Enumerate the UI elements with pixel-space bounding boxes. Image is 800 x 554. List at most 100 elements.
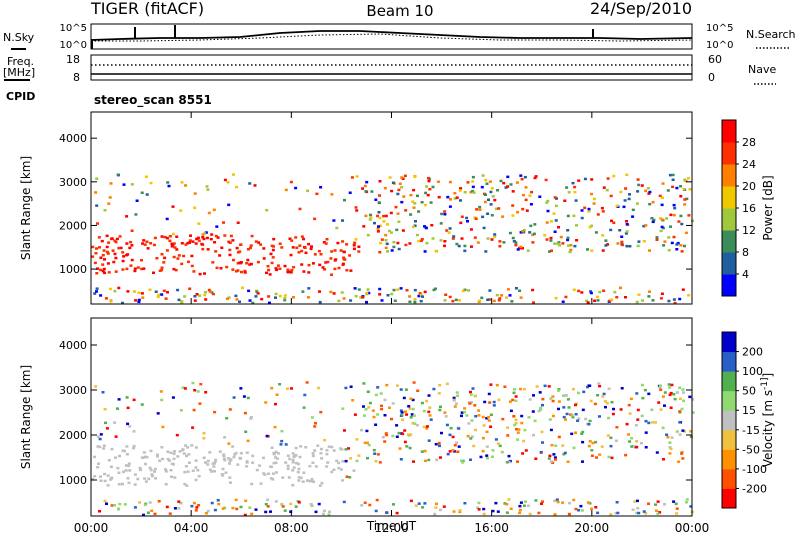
scatter-cell — [506, 426, 510, 429]
scatter-cell — [291, 246, 295, 249]
scatter-cell — [177, 254, 181, 257]
scatter-cell — [501, 417, 505, 421]
scatter-cell — [672, 393, 676, 396]
scatter-cell — [301, 290, 305, 293]
scatter-cell — [215, 266, 219, 270]
scatter-cell — [545, 221, 549, 224]
scatter-cell — [403, 429, 407, 432]
scatter-cell — [683, 178, 687, 182]
scatter-cell — [602, 392, 606, 396]
scatter-cell — [397, 431, 401, 435]
scatter-cell — [342, 258, 346, 261]
scatter-cell — [429, 201, 433, 204]
scatter-cell — [519, 501, 523, 504]
scatter-cell — [496, 442, 500, 445]
scatter-cell — [318, 290, 321, 293]
scatter-cell — [232, 396, 236, 399]
scatter-cell — [574, 403, 577, 407]
scatter-cell — [532, 301, 535, 304]
scatter-cell — [558, 244, 562, 247]
scatter-cell — [104, 297, 108, 300]
scatter-cell — [396, 192, 400, 196]
scatter-cell — [528, 231, 532, 234]
scatter-cell — [249, 415, 253, 419]
scatter-cell — [208, 468, 212, 471]
scatter-cell — [465, 414, 469, 417]
scatter-cell — [175, 433, 179, 437]
scatter-cell — [581, 440, 585, 444]
scatter-cell — [283, 264, 287, 268]
scatter-cell — [395, 384, 399, 387]
scatter-cell — [453, 192, 457, 195]
scatter-cell — [400, 411, 404, 414]
scatter-cell — [96, 466, 100, 469]
scatter-cell — [669, 447, 673, 451]
scatter-cell — [486, 212, 490, 215]
scatter-cell — [190, 264, 194, 268]
scatter-cell — [179, 501, 183, 505]
scatter-cell — [557, 389, 560, 392]
scatter-cell — [194, 509, 198, 512]
scatter-cell — [365, 441, 369, 445]
scatter-cell — [330, 470, 334, 474]
scatter-cell — [630, 437, 634, 440]
scatter-cell — [611, 412, 615, 416]
scatter-cell — [320, 481, 324, 485]
scatter-cell — [107, 459, 111, 462]
scatter-cell — [255, 468, 259, 472]
scatter-cell — [636, 418, 640, 421]
scatter-cell — [161, 425, 165, 429]
scatter-cell — [238, 456, 242, 460]
scatter-cell — [332, 219, 336, 222]
scatter-cell — [289, 510, 293, 513]
scatter-cell — [136, 477, 140, 481]
scatter-cell — [449, 426, 453, 430]
scatter-cell — [367, 406, 371, 409]
scatter-cell — [390, 417, 393, 421]
scatter-cell — [416, 194, 419, 198]
scatter-cell — [567, 406, 571, 409]
scatter-cell — [572, 214, 576, 218]
scatter-cell — [217, 502, 221, 506]
scatter-cell — [624, 187, 628, 190]
scatter-cell — [679, 185, 683, 188]
scatter-cell — [193, 295, 197, 298]
scatter-cell — [680, 407, 684, 411]
scatter-cell — [498, 444, 502, 448]
scatter-cell — [322, 241, 326, 244]
scatter-cell — [163, 256, 167, 260]
scatter-cell — [425, 427, 429, 430]
scatter-cell — [170, 242, 174, 245]
scatter-cell — [607, 416, 610, 420]
scatter-cell — [681, 457, 685, 460]
scatter-cell — [327, 513, 331, 516]
scatter-cell — [303, 246, 307, 249]
scatter-cell — [383, 414, 387, 417]
scatter-cell — [235, 507, 239, 511]
scatter-cell — [408, 407, 412, 410]
scatter-cell — [239, 387, 243, 390]
scatter-cell — [156, 295, 160, 299]
scatter-cell — [636, 190, 640, 193]
scatter-cell — [344, 459, 348, 463]
scatter-cell — [518, 504, 522, 508]
scatter-cell — [221, 467, 225, 471]
scatter-cell — [382, 214, 386, 218]
scatter-cell — [481, 215, 485, 219]
scatter-cell — [221, 507, 225, 510]
scatter-cell — [635, 300, 639, 304]
scatter-cell — [678, 386, 682, 390]
scatter-cell — [328, 510, 331, 514]
scatter-cell — [465, 216, 469, 220]
scatter-cell — [516, 431, 520, 434]
scatter-cell — [222, 457, 226, 460]
scatter-cell — [580, 209, 584, 212]
scatter-cell — [201, 247, 205, 251]
scatter-cell — [140, 403, 144, 406]
scatter-cell — [244, 499, 248, 503]
scatter-cell — [172, 242, 176, 245]
scatter-cell — [112, 260, 116, 264]
scatter-cell — [95, 177, 99, 180]
scatter-cell — [148, 501, 152, 504]
scatter-cell — [671, 178, 675, 181]
